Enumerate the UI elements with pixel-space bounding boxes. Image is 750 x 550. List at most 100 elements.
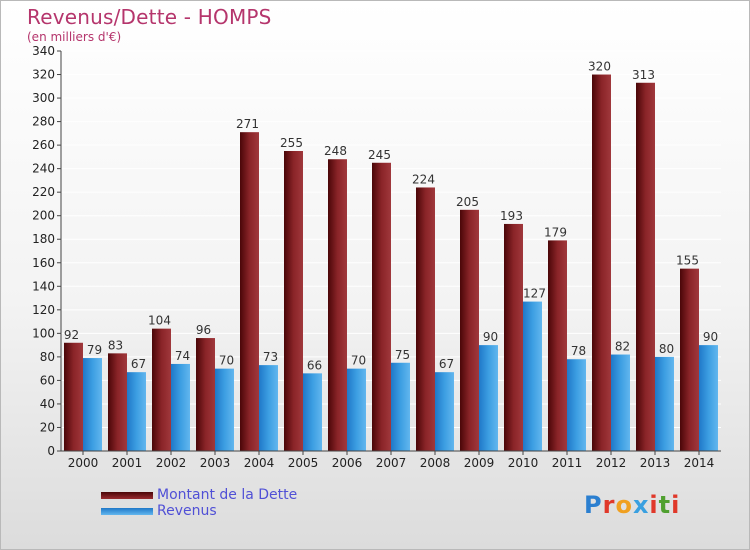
y-tick-label: 340: [32, 44, 55, 58]
x-tick-label: 2011: [552, 456, 583, 470]
legend-label-debt: Montant de la Dette: [157, 487, 298, 503]
data-label-debt: 83: [108, 338, 123, 352]
bar-debt: [152, 328, 171, 451]
bar-debt: [592, 74, 611, 451]
x-tick-label: 2008: [420, 456, 451, 470]
data-label-revenue: 90: [483, 330, 498, 344]
legend-label-revenue: Revenus: [157, 503, 217, 519]
data-label-revenue: 127: [523, 287, 546, 301]
y-tick-label: 120: [32, 303, 55, 317]
x-tick-label: 2005: [288, 456, 319, 470]
legend-swatch-debt: [101, 491, 153, 499]
data-label-debt: 104: [148, 314, 171, 328]
bar-revenue: [215, 368, 234, 451]
bar-revenue: [611, 354, 630, 451]
x-tick-label: 2013: [640, 456, 671, 470]
logo-letter: o: [615, 491, 633, 519]
bar-debt: [284, 151, 303, 451]
data-label-revenue: 82: [615, 340, 630, 354]
bar-debt: [64, 342, 83, 451]
data-label-debt: 245: [368, 148, 391, 162]
bar-debt: [504, 223, 523, 451]
data-label-debt: 205: [456, 195, 479, 209]
bar-debt: [680, 268, 699, 451]
data-label-revenue: 80: [659, 342, 674, 356]
bar-debt: [636, 82, 655, 451]
data-label-debt: 320: [588, 60, 611, 74]
bar-debt: [240, 132, 259, 452]
bar-revenue: [303, 373, 322, 451]
data-label-revenue: 67: [439, 357, 454, 371]
bar-revenue: [259, 365, 278, 451]
legend-item-revenue: Revenus: [101, 503, 297, 519]
y-tick-label: 40: [40, 397, 55, 411]
bar-revenue: [83, 358, 102, 451]
bar-revenue: [435, 372, 454, 451]
data-label-revenue: 66: [307, 358, 322, 372]
data-label-revenue: 78: [571, 344, 586, 358]
x-tick-label: 2000: [68, 456, 99, 470]
data-label-revenue: 70: [351, 354, 366, 368]
x-tick-label: 2012: [596, 456, 627, 470]
bar-revenue: [391, 362, 410, 451]
x-tick-label: 2010: [508, 456, 539, 470]
bar-debt: [460, 209, 479, 451]
y-tick-label: 200: [32, 209, 55, 223]
bar-revenue: [127, 372, 146, 451]
x-tick-label: 2004: [244, 456, 275, 470]
legend-item-debt: Montant de la Dette: [101, 487, 297, 503]
logo-letter: i: [671, 491, 681, 519]
x-tick-label: 2006: [332, 456, 363, 470]
x-tick-label: 2001: [112, 456, 143, 470]
x-tick-label: 2009: [464, 456, 495, 470]
bar-debt: [416, 187, 435, 451]
bar-revenue: [523, 301, 542, 451]
logo-letter: t: [658, 491, 672, 519]
y-tick-label: 220: [32, 185, 55, 199]
y-tick-label: 280: [32, 115, 55, 129]
bar-debt: [196, 338, 215, 451]
bar-revenue: [171, 363, 190, 451]
data-label-debt: 255: [280, 136, 303, 150]
data-label-debt: 248: [324, 144, 347, 158]
y-tick-label: 160: [32, 256, 55, 270]
bar-revenue: [699, 345, 718, 451]
y-tick-label: 60: [40, 373, 55, 387]
y-tick-label: 0: [47, 444, 55, 458]
y-tick-label: 300: [32, 91, 55, 105]
legend-swatch-revenue: [101, 507, 153, 515]
logo-letter: x: [632, 491, 650, 519]
y-tick-label: 180: [32, 232, 55, 246]
y-tick-label: 140: [32, 279, 55, 293]
bar-debt: [108, 353, 127, 451]
data-label-revenue: 74: [175, 349, 190, 363]
data-label-debt: 155: [676, 254, 699, 268]
logo-letter: P: [584, 491, 603, 519]
bar-debt: [548, 240, 567, 451]
data-label-revenue: 67: [131, 357, 146, 371]
bar-revenue: [347, 368, 366, 451]
data-label-debt: 193: [500, 209, 523, 223]
bar-debt: [372, 162, 391, 451]
data-label-debt: 271: [236, 117, 259, 131]
chart-subtitle: (en milliers d'€): [27, 30, 122, 44]
data-label-debt: 96: [196, 323, 211, 337]
x-tick-label: 2003: [200, 456, 231, 470]
data-label-revenue: 79: [87, 343, 102, 357]
x-tick-label: 2007: [376, 456, 407, 470]
y-tick-label: 100: [32, 326, 55, 340]
data-label-debt: 92: [64, 328, 79, 342]
y-tick-label: 80: [40, 350, 55, 364]
chart-legend: Montant de la Dette Revenus: [101, 487, 297, 519]
y-tick-label: 260: [32, 138, 55, 152]
data-label-revenue: 73: [263, 350, 278, 364]
data-label-revenue: 75: [395, 348, 410, 362]
data-label-debt: 224: [412, 172, 435, 186]
data-label-revenue: 70: [219, 354, 234, 368]
bar-revenue: [479, 345, 498, 451]
logo-letter: r: [602, 491, 616, 519]
logo-letter: i: [649, 491, 659, 519]
data-label-debt: 179: [544, 225, 567, 239]
